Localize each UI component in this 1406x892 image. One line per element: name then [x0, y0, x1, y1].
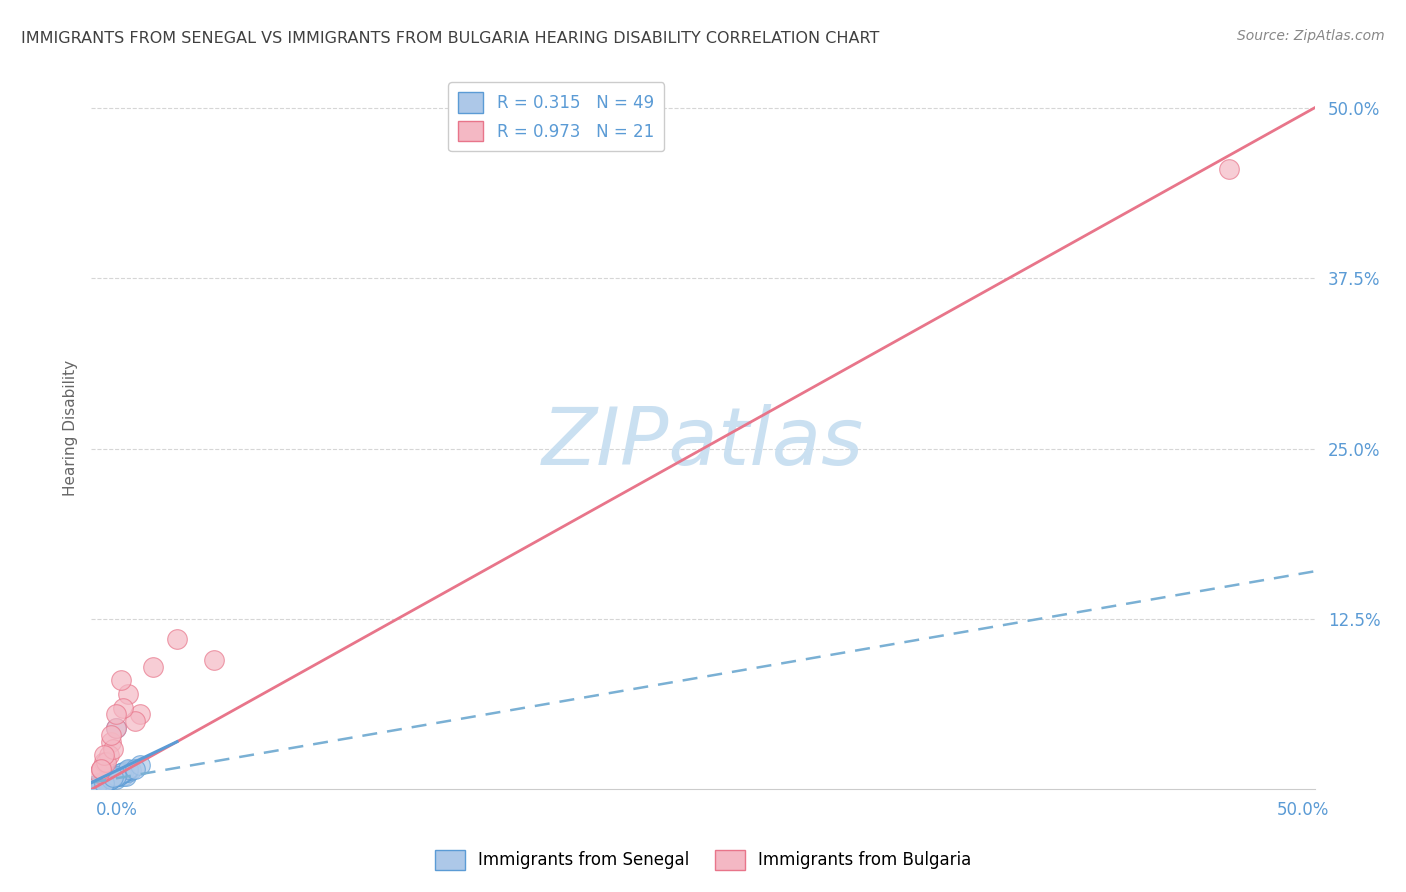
Point — [117, 762, 139, 776]
Point — [100, 735, 122, 749]
Point — [100, 772, 122, 786]
Point — [103, 741, 125, 756]
Point — [84, 780, 107, 794]
Point — [141, 659, 163, 673]
Y-axis label: Hearing Disability: Hearing Disability — [62, 360, 77, 496]
Point — [166, 632, 188, 647]
Point — [104, 769, 127, 783]
Point — [97, 748, 120, 763]
Text: Source: ZipAtlas.com: Source: ZipAtlas.com — [1237, 29, 1385, 43]
Point — [93, 775, 115, 789]
Point — [110, 767, 132, 781]
Point — [97, 772, 120, 786]
Point — [112, 766, 135, 780]
Point — [97, 772, 120, 786]
Point — [110, 673, 132, 688]
Point — [104, 769, 127, 783]
Point — [93, 774, 115, 789]
Point — [117, 764, 139, 779]
Point — [94, 755, 117, 769]
Point — [104, 721, 127, 735]
Point — [129, 707, 152, 722]
Point — [90, 777, 112, 791]
Point — [90, 762, 112, 776]
Point — [104, 707, 127, 722]
Point — [93, 774, 115, 789]
Point — [112, 764, 135, 779]
Point — [90, 777, 112, 791]
Text: ZIPatlas: ZIPatlas — [541, 403, 865, 482]
Point — [93, 748, 115, 763]
Text: 0.0%: 0.0% — [96, 801, 138, 819]
Point — [103, 770, 125, 784]
Point — [103, 770, 125, 784]
Legend: R = 0.315   N = 49, R = 0.973   N = 21: R = 0.315 N = 49, R = 0.973 N = 21 — [449, 82, 664, 152]
Point — [87, 766, 110, 780]
Point — [104, 721, 127, 735]
Point — [100, 728, 122, 742]
Point — [87, 777, 110, 791]
Point — [84, 778, 107, 792]
Point — [107, 767, 129, 781]
Text: 50.0%: 50.0% — [1277, 801, 1329, 819]
Point — [112, 769, 135, 783]
Point — [94, 772, 117, 787]
Point — [104, 769, 127, 783]
Point — [110, 766, 132, 780]
Point — [100, 769, 122, 783]
Point — [84, 778, 107, 792]
Point — [110, 766, 132, 780]
Point — [107, 769, 129, 783]
Point — [120, 764, 142, 778]
Point — [94, 774, 117, 789]
Point — [100, 772, 122, 786]
Point — [124, 762, 146, 776]
Point — [107, 769, 129, 783]
Point — [83, 780, 105, 794]
Point — [104, 772, 127, 786]
Point — [100, 770, 122, 784]
Text: IMMIGRANTS FROM SENEGAL VS IMMIGRANTS FROM BULGARIA HEARING DISABILITY CORRELATI: IMMIGRANTS FROM SENEGAL VS IMMIGRANTS FR… — [21, 31, 880, 46]
Point — [124, 714, 146, 729]
Point — [87, 775, 110, 789]
Point — [112, 700, 135, 714]
Point — [103, 770, 125, 784]
Point — [1218, 162, 1240, 177]
Point — [114, 769, 136, 783]
Point — [93, 775, 115, 789]
Point — [93, 755, 115, 769]
Point — [117, 687, 139, 701]
Point — [94, 774, 117, 789]
Point — [90, 777, 112, 791]
Point — [87, 775, 110, 789]
Point — [117, 764, 139, 778]
Point — [90, 762, 112, 776]
Point — [129, 757, 152, 772]
Legend: Immigrants from Senegal, Immigrants from Bulgaria: Immigrants from Senegal, Immigrants from… — [429, 843, 977, 877]
Point — [97, 772, 120, 787]
Point — [202, 653, 225, 667]
Point — [103, 770, 125, 784]
